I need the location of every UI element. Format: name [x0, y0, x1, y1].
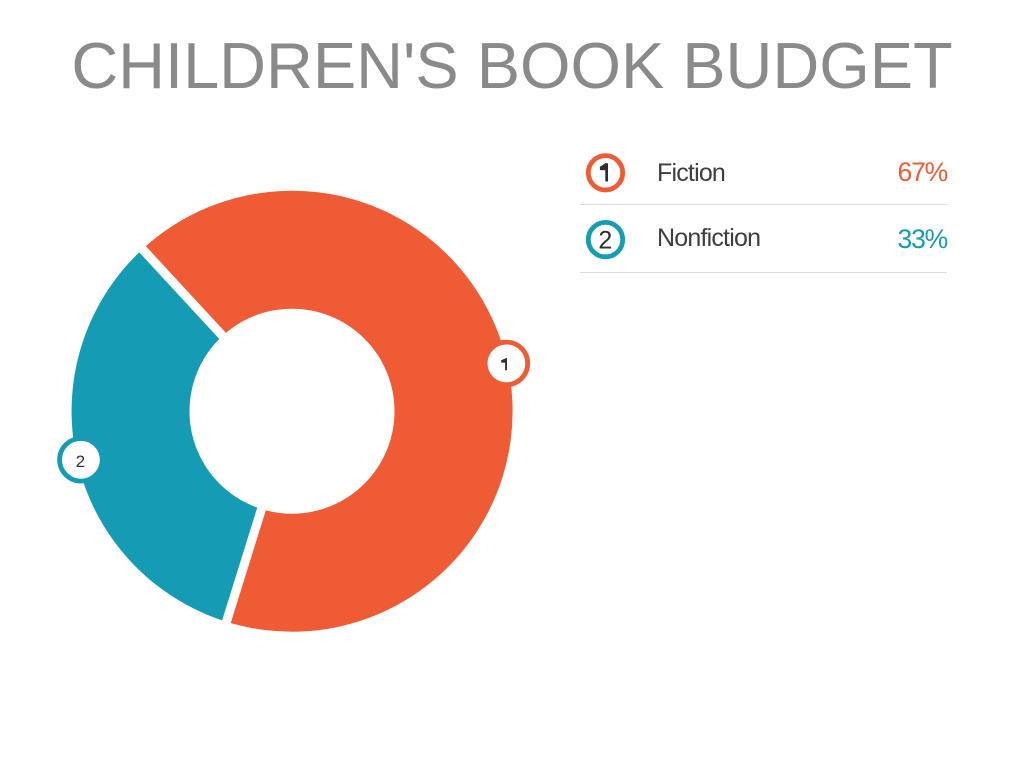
svg-text:2: 2: [598, 227, 612, 255]
svg-text:2: 2: [76, 452, 85, 471]
